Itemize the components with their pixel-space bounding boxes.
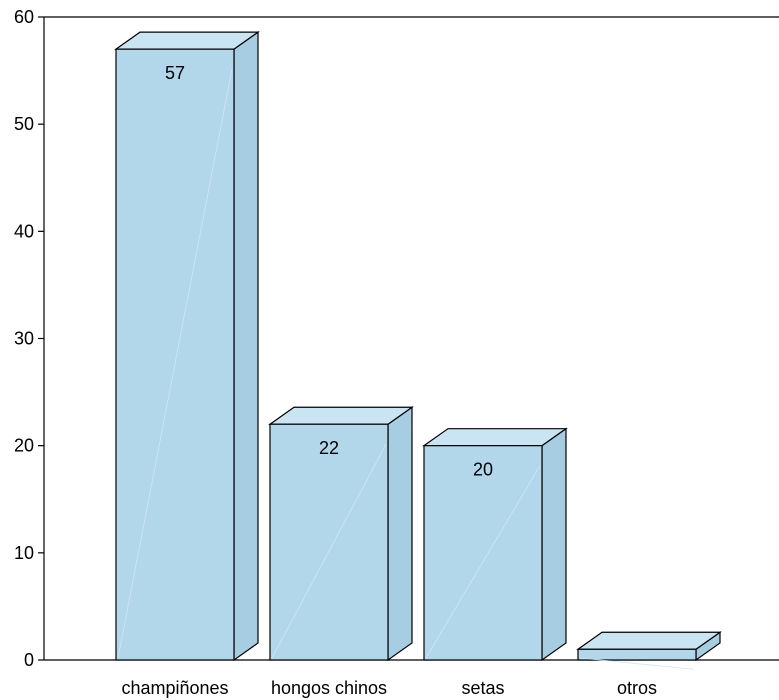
- y-axis: 0 10 20 30 40 50 60: [14, 7, 44, 670]
- bar-3: 20: [424, 429, 566, 660]
- data-label: 20: [473, 460, 493, 480]
- y-tick-label: 10: [14, 543, 34, 563]
- bar-side: [542, 429, 566, 660]
- bar-2: 22: [270, 407, 412, 660]
- y-tick-label: 50: [14, 114, 34, 134]
- y-tick-label: 20: [14, 436, 34, 456]
- bar-top: [116, 32, 258, 49]
- bar-front: [116, 49, 234, 660]
- x-tick-label: otros: [617, 678, 657, 698]
- y-tick-label: 40: [14, 221, 34, 241]
- bars: 57 22 20: [116, 32, 720, 669]
- y-tick-label: 60: [14, 7, 34, 27]
- data-label: 22: [319, 438, 339, 458]
- bar-front: [578, 649, 696, 660]
- y-tick-label: 0: [24, 650, 34, 670]
- bar-1: 57: [116, 32, 258, 660]
- bar-top: [578, 632, 720, 649]
- category-labels: champiñones hongos chinos setas otros: [121, 678, 657, 698]
- data-label: 57: [165, 63, 185, 83]
- bar-top: [270, 407, 412, 424]
- bar-front: [270, 424, 388, 660]
- bar-top: [424, 429, 566, 446]
- bar-4: [578, 632, 720, 669]
- x-tick-label: hongos chinos: [271, 678, 387, 698]
- bar-side: [388, 407, 412, 660]
- x-tick-label: champiñones: [121, 678, 228, 698]
- x-tick-label: setas: [461, 678, 504, 698]
- bar-side: [234, 32, 258, 660]
- y-tick-label: 30: [14, 329, 34, 349]
